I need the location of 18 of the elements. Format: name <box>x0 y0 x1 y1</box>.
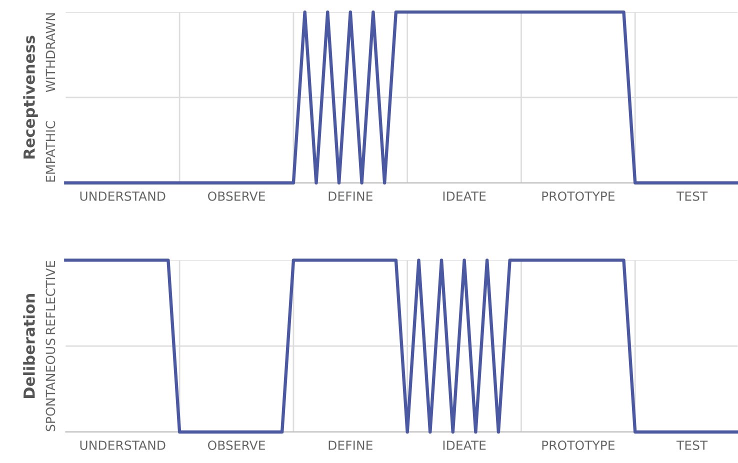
text: SPONTANEOUS <box>46 338 56 432</box>
x-tick-label: OBSERVE <box>208 191 265 201</box>
y-axis-title: Receptiveness <box>23 36 38 158</box>
text: EMPATHIC <box>46 121 56 182</box>
x-tick-label: OBSERVE <box>208 440 265 450</box>
x-tick-label: TEST <box>676 440 708 450</box>
y-axis-title: Deliberation <box>23 294 35 398</box>
x-tick-label: UNDERSTAND <box>80 440 166 450</box>
x-tick-label: PROTOTYPE <box>542 440 615 450</box>
x-tick-label: IDEATE <box>443 192 486 201</box>
x-tick-label: DEFINE <box>328 440 372 450</box>
text: WITHDRAWN <box>46 13 56 92</box>
text: REFLECTIVE <box>46 261 56 334</box>
x-tick-label: TEST <box>676 191 708 201</box>
x-tick-label: PROTOTYPE <box>542 191 615 201</box>
x-tick-label: IDEATE <box>443 440 486 450</box>
x-tick-label: UNDERSTAND <box>80 191 166 201</box>
x-tick-label: DEFINE <box>328 192 372 201</box>
